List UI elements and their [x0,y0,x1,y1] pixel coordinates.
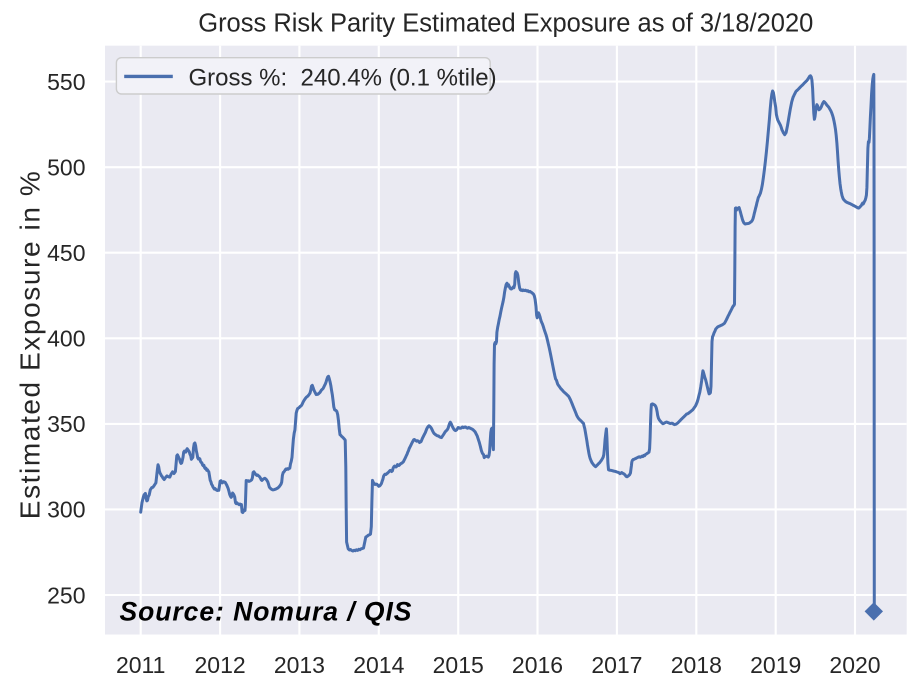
svg-text:2016: 2016 [512,652,563,678]
svg-text:250: 250 [47,582,85,608]
svg-text:500: 500 [47,155,85,181]
svg-text:450: 450 [47,240,85,266]
svg-text:2018: 2018 [671,652,722,678]
svg-text:2011: 2011 [116,652,165,678]
svg-text:400: 400 [47,326,85,352]
svg-text:550: 550 [47,69,85,95]
svg-text:Gross %: 240.4% (0.1 %tile): Gross %: 240.4% (0.1 %tile) [189,64,497,91]
svg-text:2012: 2012 [195,652,246,678]
svg-text:Gross Risk Parity Estimated Ex: Gross Risk Parity Estimated Exposure as … [198,10,813,38]
svg-text:Estimated Exposure in %: Estimated Exposure in % [15,170,46,520]
svg-text:Source: Nomura / QIS: Source: Nomura / QIS [120,597,413,627]
svg-text:2013: 2013 [274,652,325,678]
svg-text:300: 300 [47,497,85,523]
svg-text:350: 350 [47,411,85,437]
svg-text:2015: 2015 [433,652,484,678]
svg-text:2014: 2014 [353,652,404,678]
svg-text:2017: 2017 [591,652,642,678]
svg-text:2019: 2019 [750,652,801,678]
svg-text:2020: 2020 [829,652,880,678]
